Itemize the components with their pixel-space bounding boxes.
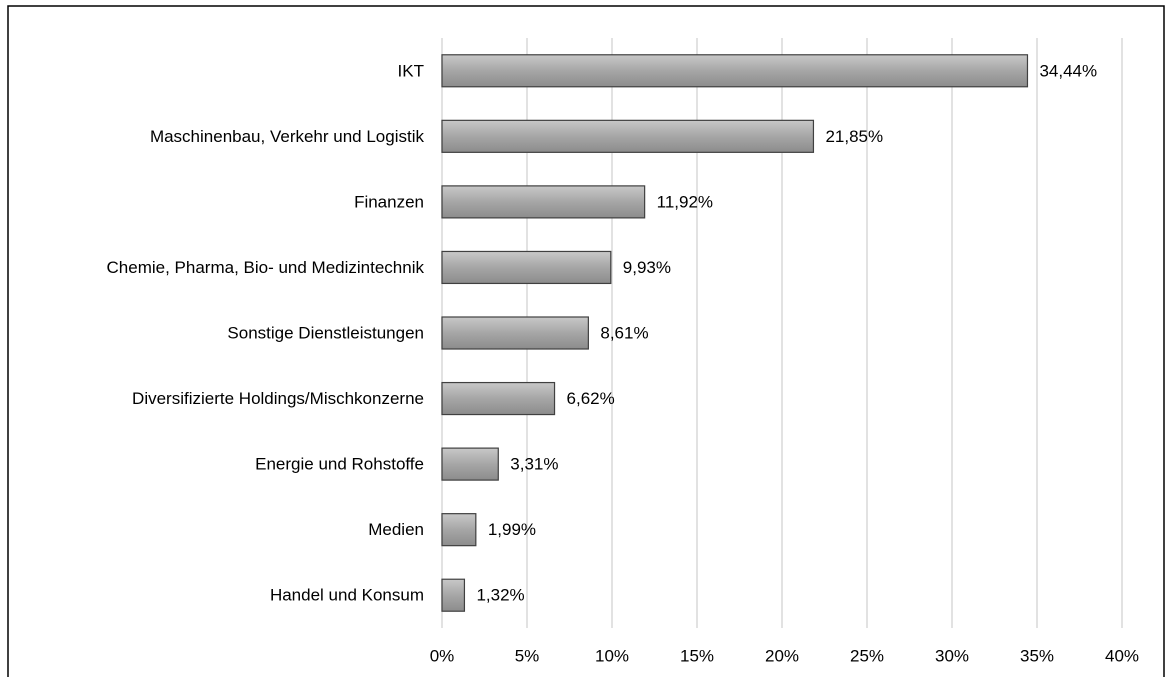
x-tick-label: 15% [680, 646, 714, 665]
data-label: 1,32% [476, 586, 524, 605]
y-tick-label: Maschinenbau, Verkehr und Logistik [150, 127, 425, 146]
y-tick-label: Handel und Konsum [270, 586, 424, 605]
bar [441, 119, 815, 153]
bar [441, 381, 556, 416]
data-label: 1,99% [488, 520, 536, 539]
y-tick-label: Medien [368, 520, 424, 539]
data-label: 11,92% [657, 192, 713, 211]
x-tick-label: 35% [1020, 646, 1054, 665]
x-tick-label: 0% [430, 646, 455, 665]
x-tick-label: 40% [1105, 646, 1139, 665]
data-label: 34,44% [1039, 61, 1097, 80]
y-tick-label: Chemie, Pharma, Bio- und Medizintechnik [107, 258, 425, 277]
y-tick-label: Sonstige Dienstleistungen [227, 323, 424, 342]
bar [441, 513, 477, 547]
bar [441, 578, 466, 612]
x-tick-label: 20% [765, 646, 799, 665]
x-tick-label: 30% [935, 646, 969, 665]
frame [7, 5, 1165, 677]
data-label: 8,61% [600, 323, 648, 342]
y-tick-label: IKT [398, 61, 424, 80]
x-tick-label: 25% [850, 646, 884, 665]
bar [441, 54, 1029, 88]
y-tick-label: Energie und Rohstoffe [255, 455, 424, 474]
data-label: 6,62% [567, 389, 615, 408]
bar [441, 447, 499, 481]
y-tick-label: Finanzen [354, 192, 424, 211]
y-tick-label: Diversifizierte Holdings/Mischkonzerne [132, 389, 424, 408]
data-label: 9,93% [623, 258, 671, 277]
bar [441, 185, 646, 219]
data-label: 3,31% [510, 455, 558, 474]
bar [441, 316, 589, 350]
x-tick-label: 5% [515, 646, 540, 665]
x-tick-label: 10% [595, 646, 629, 665]
data-label: 21,85% [825, 127, 883, 146]
bar [441, 250, 612, 285]
